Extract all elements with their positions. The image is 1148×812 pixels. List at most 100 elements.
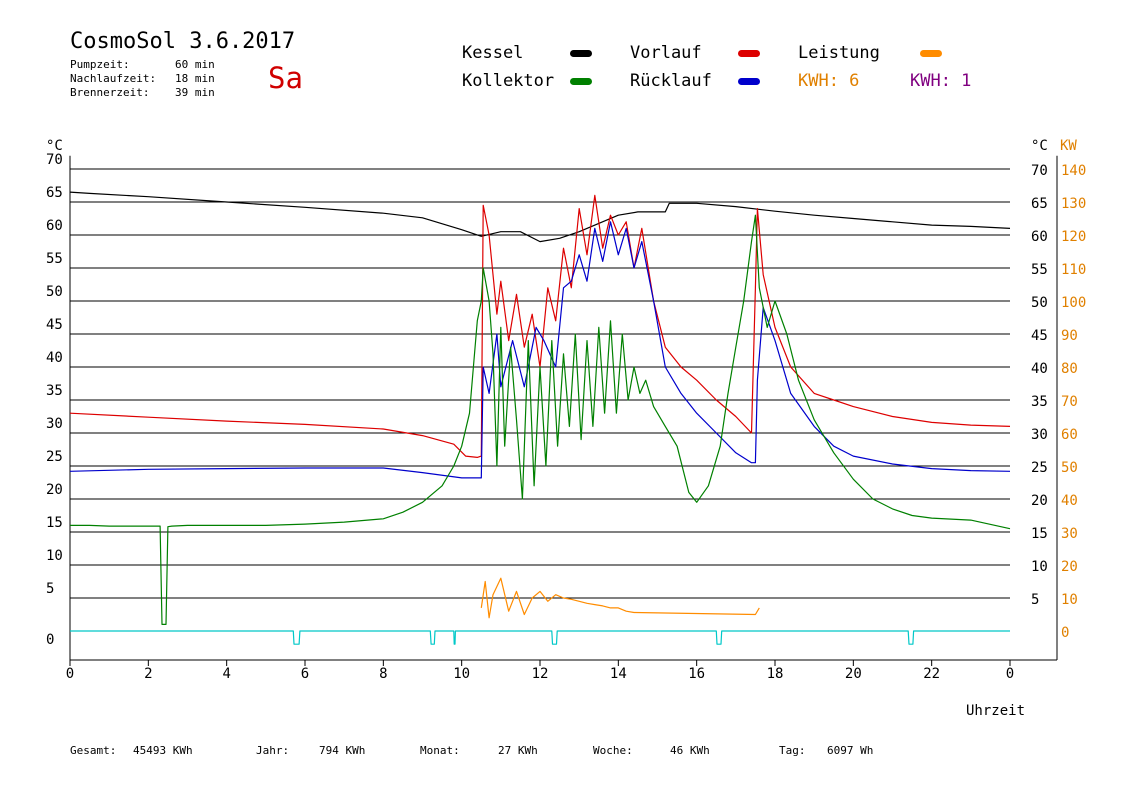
stat-value-pumpzeit: 60 min xyxy=(175,58,215,71)
y-tick-right-kw-40: 40 xyxy=(1061,493,1078,509)
y-tick-right-kw-80: 80 xyxy=(1061,361,1078,377)
y-tick-right-c-65: 65 xyxy=(1031,196,1048,212)
y-tick-right-kw-70: 70 xyxy=(1061,394,1078,410)
y-tick-right-c-30: 30 xyxy=(1031,427,1048,443)
x-tick-label-1: 2 xyxy=(144,666,152,682)
y-tick-right-kw-60: 60 xyxy=(1061,427,1078,443)
series-line-ruecklauf xyxy=(69,221,1011,479)
legend-ruecklauf-swatch xyxy=(738,78,760,85)
footer-monat-value: 27 KWh xyxy=(498,744,538,757)
y-axis-unit-right-temp: °C xyxy=(1031,138,1048,154)
y-tick-right-kw-140: 140 xyxy=(1061,163,1086,179)
y-tick-left-40: 40 xyxy=(46,350,63,366)
y-tick-right-c-20: 20 xyxy=(1031,493,1048,509)
weekday-label: Sa xyxy=(268,61,303,95)
y-tick-left-10: 10 xyxy=(46,548,63,564)
chart-title: CosmoSol 3.6.2017 xyxy=(70,29,296,54)
footer-jahr-value: 794 KWh xyxy=(319,744,366,757)
y-tick-left-30: 30 xyxy=(46,416,63,432)
y-tick-right-c-45: 45 xyxy=(1031,328,1048,344)
y-tick-left-45: 45 xyxy=(46,317,63,333)
y-tick-left-50: 50 xyxy=(46,284,63,300)
stat-value-brennerzeit: 39 min xyxy=(175,86,215,99)
y-tick-left-5: 5 xyxy=(46,581,54,597)
series-line-vorlauf xyxy=(69,194,1011,458)
y-tick-left-15: 15 xyxy=(46,515,63,531)
y-tick-left-25: 25 xyxy=(46,449,63,465)
x-tick-label-0: 0 xyxy=(66,666,74,682)
legend-kwh-solar: KWH: 6 xyxy=(798,71,860,91)
footer-tag-label: Tag: xyxy=(779,744,806,757)
legend-leistung-swatch xyxy=(920,50,942,57)
stat-value-nachlaufzeit: 18 min xyxy=(175,72,215,85)
series-line-kollektor xyxy=(70,214,1011,626)
tick-labels: 0510152025303540455055606570510152025303… xyxy=(46,152,1086,682)
series-line-pump xyxy=(70,630,1010,645)
x-axis-label: Uhrzeit xyxy=(966,703,1025,719)
legend-vorlauf-label: Vorlauf xyxy=(630,43,702,63)
series-line-kessel xyxy=(69,191,1011,243)
y-tick-right-kw-20: 20 xyxy=(1061,559,1078,575)
x-tick-label-9: 18 xyxy=(767,666,784,682)
footer-gesamt-value: 45493 KWh xyxy=(133,744,193,757)
footer-gesamt-label: Gesamt: xyxy=(70,744,117,757)
legend-leistung-label: Leistung xyxy=(798,43,880,63)
y-tick-right-kw-130: 130 xyxy=(1061,196,1086,212)
stat-label-brennerzeit: Brennerzeit: xyxy=(70,86,150,99)
y-tick-right-c-50: 50 xyxy=(1031,295,1048,311)
legend-kwh-burner: KWH: 1 xyxy=(910,71,972,91)
x-tick-label-3: 6 xyxy=(301,666,309,682)
y-tick-right-c-70: 70 xyxy=(1031,163,1048,179)
y-tick-left-35: 35 xyxy=(46,383,63,399)
series-line-leistung xyxy=(480,577,760,619)
legend-kessel-swatch xyxy=(570,50,592,57)
y-tick-right-c-5: 5 xyxy=(1031,592,1039,608)
y-tick-right-c-15: 15 xyxy=(1031,526,1048,542)
y-tick-right-c-55: 55 xyxy=(1031,262,1048,278)
y-tick-right-kw-100: 100 xyxy=(1061,295,1086,311)
legend-ruecklauf-label: Rücklauf xyxy=(630,71,712,91)
legend-kollektor-swatch xyxy=(570,78,592,85)
y-tick-left-65: 65 xyxy=(46,185,63,201)
y-tick-right-kw-30: 30 xyxy=(1061,526,1078,542)
y-tick-right-kw-10: 10 xyxy=(1061,592,1078,608)
y-tick-right-kw-120: 120 xyxy=(1061,229,1086,245)
legend-kessel-label: Kessel xyxy=(462,43,524,63)
x-tick-label-12: 0 xyxy=(1006,666,1014,682)
x-tick-label-7: 14 xyxy=(610,666,627,682)
y-tick-right-kw-110: 110 xyxy=(1061,262,1086,278)
y-tick-left-60: 60 xyxy=(46,218,63,234)
stat-label-pumpzeit: Pumpzeit: xyxy=(70,58,130,71)
x-tick-label-6: 12 xyxy=(532,666,549,682)
series-lines xyxy=(69,191,1011,645)
y-tick-right-c-10: 10 xyxy=(1031,559,1048,575)
chart-axes xyxy=(69,155,1058,666)
x-tick-label-11: 22 xyxy=(923,666,940,682)
legend-kollektor-label: Kollektor xyxy=(462,71,555,91)
x-tick-label-4: 8 xyxy=(379,666,387,682)
y-tick-right-c-35: 35 xyxy=(1031,394,1048,410)
y-tick-left-55: 55 xyxy=(46,251,63,267)
stat-label-nachlaufzeit: Nachlaufzeit: xyxy=(70,72,157,85)
footer-woche-value: 46 KWh xyxy=(670,744,710,757)
grid-lines xyxy=(70,168,1010,599)
y-axis-unit-right-power: KW xyxy=(1060,138,1077,154)
footer-monat-label: Monat: xyxy=(420,744,460,757)
y-tick-right-c-60: 60 xyxy=(1031,229,1048,245)
x-tick-label-10: 20 xyxy=(845,666,862,682)
footer-woche-label: Woche: xyxy=(593,744,633,757)
x-tick-label-5: 10 xyxy=(453,666,470,682)
x-tick-label-8: 16 xyxy=(688,666,705,682)
y-tick-left-20: 20 xyxy=(46,482,63,498)
legend-vorlauf-swatch xyxy=(738,50,760,57)
x-tick-label-2: 4 xyxy=(222,666,230,682)
y-tick-right-c-40: 40 xyxy=(1031,361,1048,377)
y-tick-right-kw-50: 50 xyxy=(1061,460,1078,476)
y-tick-right-kw-0: 0 xyxy=(1061,625,1069,641)
y-tick-left-0: 0 xyxy=(46,632,54,648)
y-axis-unit-left: °C xyxy=(46,138,63,154)
y-tick-left-70: 70 xyxy=(46,152,63,168)
footer-tag-value: 6097 Wh xyxy=(827,744,874,757)
y-tick-right-c-25: 25 xyxy=(1031,460,1048,476)
